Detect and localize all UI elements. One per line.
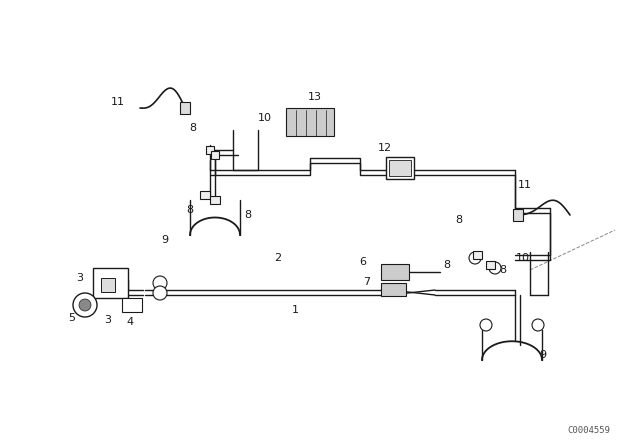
Circle shape bbox=[532, 319, 544, 331]
Circle shape bbox=[73, 293, 97, 317]
Circle shape bbox=[153, 286, 167, 300]
Circle shape bbox=[480, 319, 492, 331]
Text: 12: 12 bbox=[378, 143, 392, 153]
Text: 5: 5 bbox=[68, 313, 76, 323]
Bar bbox=[122, 298, 142, 312]
Bar bbox=[486, 261, 495, 269]
Text: 8: 8 bbox=[189, 123, 196, 133]
Text: 3: 3 bbox=[77, 273, 83, 283]
Text: 10: 10 bbox=[516, 253, 530, 263]
Text: 6: 6 bbox=[360, 257, 367, 267]
Bar bbox=[381, 264, 409, 280]
Bar bbox=[286, 108, 334, 136]
Text: 8: 8 bbox=[456, 215, 463, 225]
Text: 3: 3 bbox=[104, 315, 111, 325]
Circle shape bbox=[153, 276, 167, 290]
Bar bbox=[200, 191, 210, 199]
Bar bbox=[101, 278, 115, 292]
Bar bbox=[386, 157, 414, 179]
Circle shape bbox=[79, 299, 91, 311]
Text: 7: 7 bbox=[364, 277, 371, 287]
Bar bbox=[206, 146, 214, 154]
Text: 1: 1 bbox=[291, 305, 298, 315]
Text: 9: 9 bbox=[540, 350, 547, 360]
Text: 11: 11 bbox=[518, 180, 532, 190]
Circle shape bbox=[469, 252, 481, 264]
Text: 9: 9 bbox=[161, 235, 168, 245]
Text: 10: 10 bbox=[258, 113, 272, 123]
Text: 8: 8 bbox=[444, 260, 451, 270]
Text: 8: 8 bbox=[186, 205, 193, 215]
Bar bbox=[472, 251, 481, 259]
Bar bbox=[210, 196, 220, 204]
Text: 8: 8 bbox=[499, 265, 507, 275]
Text: C0004559: C0004559 bbox=[567, 426, 610, 435]
Bar bbox=[93, 268, 127, 298]
Bar bbox=[381, 284, 406, 297]
Bar bbox=[389, 160, 411, 176]
Text: 2: 2 bbox=[275, 253, 282, 263]
Text: 4: 4 bbox=[127, 317, 134, 327]
Circle shape bbox=[489, 262, 501, 274]
Text: 11: 11 bbox=[111, 97, 125, 107]
Text: 13: 13 bbox=[308, 92, 322, 102]
Bar bbox=[180, 102, 190, 114]
Text: 8: 8 bbox=[244, 210, 252, 220]
Bar bbox=[513, 209, 523, 221]
Bar bbox=[211, 151, 219, 159]
